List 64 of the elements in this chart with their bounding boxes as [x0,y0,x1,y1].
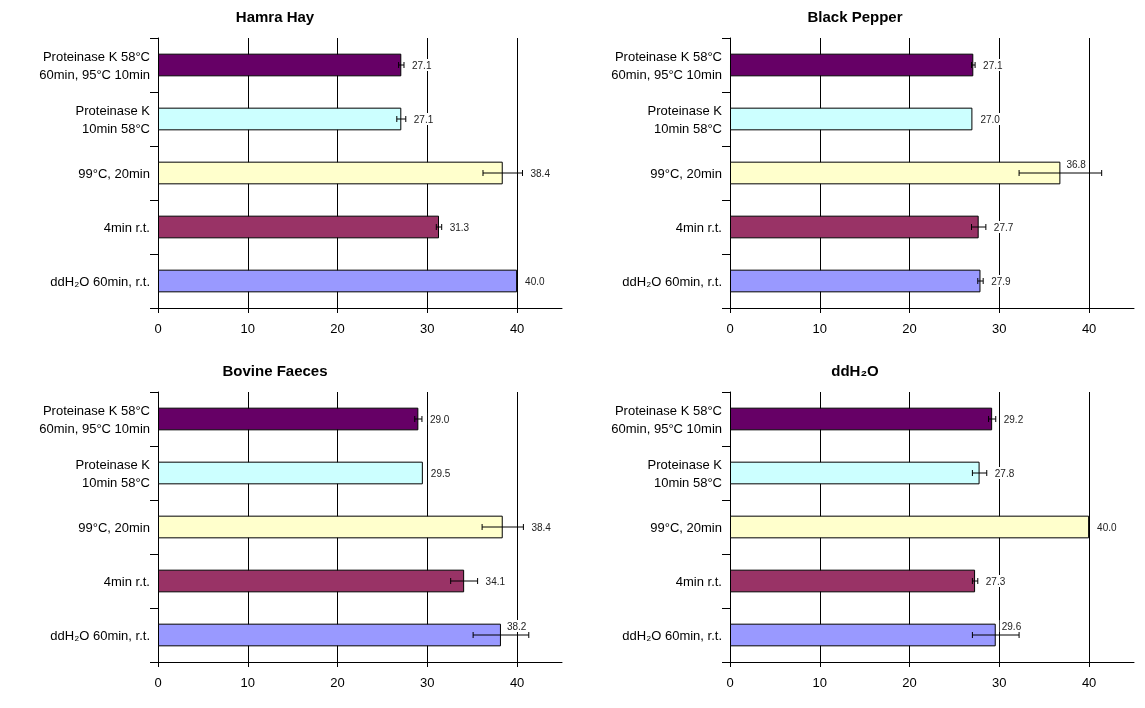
data-label: 27.9 [991,275,1012,287]
data-label: 31.3 [449,221,470,233]
y-tick-label: 99°C, 20min [78,165,150,181]
x-tick-label: 20 [330,675,345,690]
chart-title: Black Pepper [807,8,903,25]
chart-title: ddH₂O [831,362,880,379]
y-tick-label: 4min r.t. [103,573,150,589]
data-label: 40.0 [1097,521,1118,533]
data-label: 38.4 [530,167,551,179]
y-tick-label: 4min r.t. [675,573,722,589]
y-tick-label: 99°C, 20min [650,165,722,181]
x-tick-label: 30 [992,321,1007,336]
data-label: 29.6 [1001,620,1022,632]
y-tick-label: 4min r.t. [675,219,722,235]
data-label: 29.0 [429,413,450,425]
y-tick-label: Proteinase K 10min 58°C [647,456,723,490]
y-tick-label: ddH₂O 60min, r.t. [622,273,722,289]
y-tick-label: 99°C, 20min [650,519,722,535]
x-tick-label: 30 [420,675,435,690]
chart-title: Bovine Faeces [222,362,328,379]
x-tick-label: 40 [1081,321,1097,336]
data-label: 27.3 [985,575,1006,587]
y-tick-label: Proteinase K 10min 58°C [647,102,723,136]
data-label: 27.1 [411,59,432,71]
x-tick-label: 40 [509,321,525,336]
y-tick-label: ddH₂O 60min, r.t. [622,627,722,643]
x-tick-label: 30 [992,675,1007,690]
x-tick-label: 40 [509,675,525,690]
y-tick-label: Proteinase K 58°C 60min, 95°C 10min [611,402,722,436]
data-label: 27.1 [983,59,1003,71]
y-tick-label: Proteinase K 58°C 60min, 95°C 10min [39,402,150,436]
data-label: 27.1 [413,113,434,125]
x-tick-label: 0 [726,321,734,336]
data-label: 36.8 [1066,158,1087,170]
x-tick-label: 20 [330,321,345,336]
data-label: 38.2 [506,620,527,632]
chart-title: Hamra Hay [235,8,315,25]
y-tick-label: Proteinase K 10min 58°C [75,456,151,490]
x-tick-label: 20 [902,321,917,336]
data-label: 27.7 [993,221,1014,233]
y-tick-label: Proteinase K 10min 58°C [75,102,151,136]
x-tick-label: 10 [812,321,828,336]
data-label: 27.8 [994,467,1015,479]
x-tick-label: 0 [726,675,734,690]
x-tick-label: 10 [240,321,256,336]
data-label: 29.2 [1003,413,1024,425]
data-label: 34.1 [485,575,506,587]
data-label: 27.0 [980,113,1001,125]
y-tick-label: Proteinase K 58°C 60min, 95°C 10min [611,48,722,82]
x-tick-label: 0 [154,675,162,690]
x-tick-label: 0 [154,321,162,336]
x-tick-label: 20 [902,675,917,690]
x-tick-label: 10 [240,675,256,690]
y-tick-label: ddH₂O 60min, r.t. [50,273,150,289]
x-tick-label: 40 [1081,675,1097,690]
y-tick-label: ddH₂O 60min, r.t. [50,627,150,643]
y-tick-label: Proteinase K 58°C 60min, 95°C 10min [39,48,150,82]
x-tick-label: 10 [812,675,828,690]
data-label: 40.0 [525,275,546,287]
data-label: 29.5 [430,467,451,479]
data-label: 38.4 [531,521,552,533]
y-tick-label: 99°C, 20min [78,519,150,535]
y-tick-label: 4min r.t. [103,219,150,235]
x-tick-label: 30 [420,321,435,336]
